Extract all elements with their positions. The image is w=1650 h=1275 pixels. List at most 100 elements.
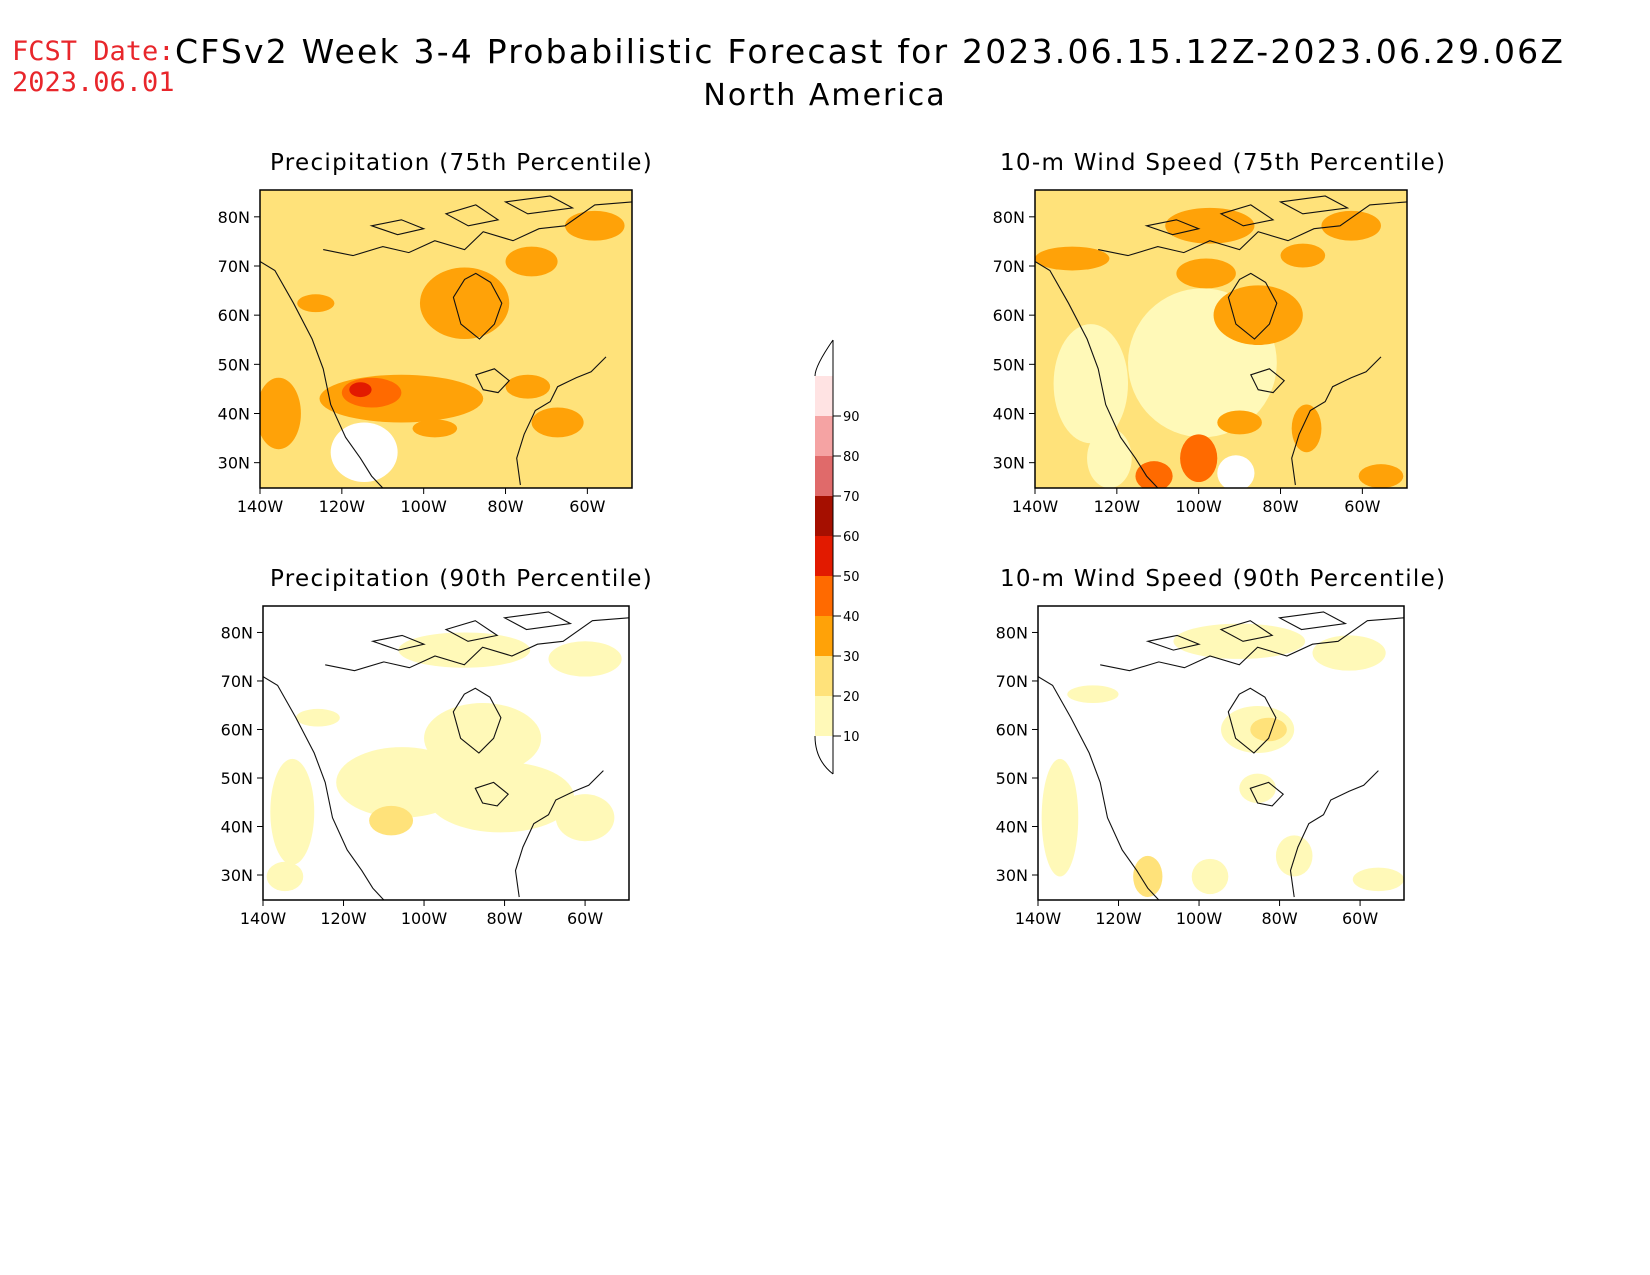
colorbar-label: 30 <box>843 650 860 665</box>
arctic-island <box>444 620 499 642</box>
coastlines <box>263 611 629 900</box>
shaded-region <box>424 703 542 774</box>
lat-tick-label: 50N <box>218 355 250 374</box>
shaded-region <box>270 758 315 865</box>
lat-tick-label: 50N <box>993 355 1025 374</box>
colorbar-label: 70 <box>843 490 860 505</box>
shaded-region <box>1321 210 1381 241</box>
coastlines <box>1038 611 1404 900</box>
lat-tick-label: 30N <box>996 866 1028 885</box>
west-coastline <box>260 261 384 488</box>
shaded-region <box>1053 324 1129 444</box>
lon-tick-label: 100W <box>1176 497 1223 516</box>
arctic-island <box>1219 204 1275 227</box>
coastlines <box>1035 195 1407 488</box>
lat-tick-label: 70N <box>218 257 250 276</box>
shaded-region <box>555 794 615 842</box>
hudson-bay <box>452 687 502 754</box>
arctic-island <box>1145 634 1201 651</box>
colorbar-label: 10 <box>843 730 860 745</box>
lon-tick-label: 120W <box>319 497 366 516</box>
arctic-coastline <box>1100 617 1404 672</box>
shaded-region <box>505 246 558 277</box>
lon-tick-label: 120W <box>320 909 367 928</box>
lon-tick-label: 100W <box>401 909 448 928</box>
colorbar-label: 60 <box>843 530 860 545</box>
shaded-region <box>1217 455 1255 488</box>
panel-title-wind-90: 10-m Wind Speed (90th Percentile) <box>1000 566 1447 592</box>
colorbar: 10 20 30 40 50 60 70 80 90 <box>814 339 860 775</box>
hudson-bay <box>1227 272 1278 340</box>
arctic-coastline <box>1098 201 1407 257</box>
arctic-island <box>503 195 575 215</box>
coastlines <box>260 195 632 488</box>
shaded-region <box>1250 717 1287 742</box>
west-coastline <box>1038 676 1160 900</box>
lat-tick-label: 30N <box>993 454 1025 473</box>
region-subtitle: North America <box>703 78 947 113</box>
shaded-region <box>1275 835 1313 877</box>
map-frame <box>1037 605 1405 901</box>
forecast-date-label: FCST Date: <box>12 36 175 67</box>
panel-title-wind-75: 10-m Wind Speed (75th Percentile) <box>1000 150 1447 176</box>
colorbar-swatch <box>815 376 833 416</box>
colorbar-swatch <box>815 616 833 656</box>
east-coastline <box>516 356 607 486</box>
lat-tick-label: 80N <box>218 208 250 227</box>
map-panel-wind-90: 80N 70N 60N 50N 40N 30N 140W 120W 100W 80W 60W <box>996 605 1405 928</box>
map-frame <box>1034 189 1408 489</box>
arctic-island <box>370 634 426 651</box>
shaded-region <box>1291 404 1322 453</box>
shaded-region <box>1358 464 1404 488</box>
forecast-date-value: 2023.06.01 <box>12 67 175 98</box>
shaded-region <box>1173 623 1306 659</box>
lat-tick-label: 40N <box>218 405 250 424</box>
colorbar-swatch <box>815 496 833 536</box>
arctic-coastline <box>325 617 629 672</box>
panel-title-precip-90: Precipitation (90th Percentile) <box>270 566 653 592</box>
great-lakes <box>474 781 510 807</box>
colorbar-swatch <box>815 416 833 456</box>
great-lakes <box>1250 368 1286 394</box>
lon-tick-label: 80W <box>1261 909 1297 928</box>
shaded-region <box>548 641 622 677</box>
shaded-region <box>260 377 301 450</box>
colorbar-swatch <box>815 536 833 576</box>
lat-tick-label: 60N <box>221 720 253 739</box>
lat-tick-label: 60N <box>993 306 1025 325</box>
great-lakes <box>1249 781 1285 807</box>
lon-tick-label: 100W <box>1176 909 1223 928</box>
shaded-region <box>1239 773 1276 803</box>
map-panel-precip-90: 80N 70N 60N 50N 40N 30N 140W 120W 100W 80W 60W <box>221 605 630 928</box>
shaded-region <box>349 382 372 398</box>
forecast-date: FCST Date: 2023.06.01 <box>12 36 175 98</box>
lat-tick-label: 80N <box>996 623 1028 642</box>
map-frame <box>259 189 633 489</box>
shaded-region <box>1165 207 1255 244</box>
shaded-region <box>1176 258 1236 289</box>
west-coastline <box>263 676 385 900</box>
lon-tick-label: 80W <box>487 497 523 516</box>
shaded-field <box>1038 606 1404 900</box>
colorbar-label: 40 <box>843 610 860 625</box>
great-lakes <box>475 368 511 394</box>
colorbar-label: 80 <box>843 450 860 465</box>
shaded-region <box>1135 461 1173 488</box>
lat-tick-label: 40N <box>996 818 1028 837</box>
arctic-island <box>1277 611 1348 631</box>
lat-tick-label: 40N <box>221 818 253 837</box>
shaded-region <box>319 374 484 423</box>
east-coastline <box>514 770 604 898</box>
lat-tick-label: 70N <box>993 257 1025 276</box>
shaded-region <box>369 805 414 836</box>
colorbar-top-cap <box>814 339 834 377</box>
lon-tick-label: 140W <box>237 497 284 516</box>
lat-tick-label: 70N <box>221 672 253 691</box>
shaded-region <box>531 407 584 438</box>
lon-tick-label: 100W <box>401 497 448 516</box>
colorbar-swatch <box>815 696 833 736</box>
colorbar-label: 50 <box>843 570 860 585</box>
shaded-region <box>1087 428 1132 488</box>
lon-tick-label: 80W <box>1262 497 1298 516</box>
shaded-region <box>330 422 398 483</box>
